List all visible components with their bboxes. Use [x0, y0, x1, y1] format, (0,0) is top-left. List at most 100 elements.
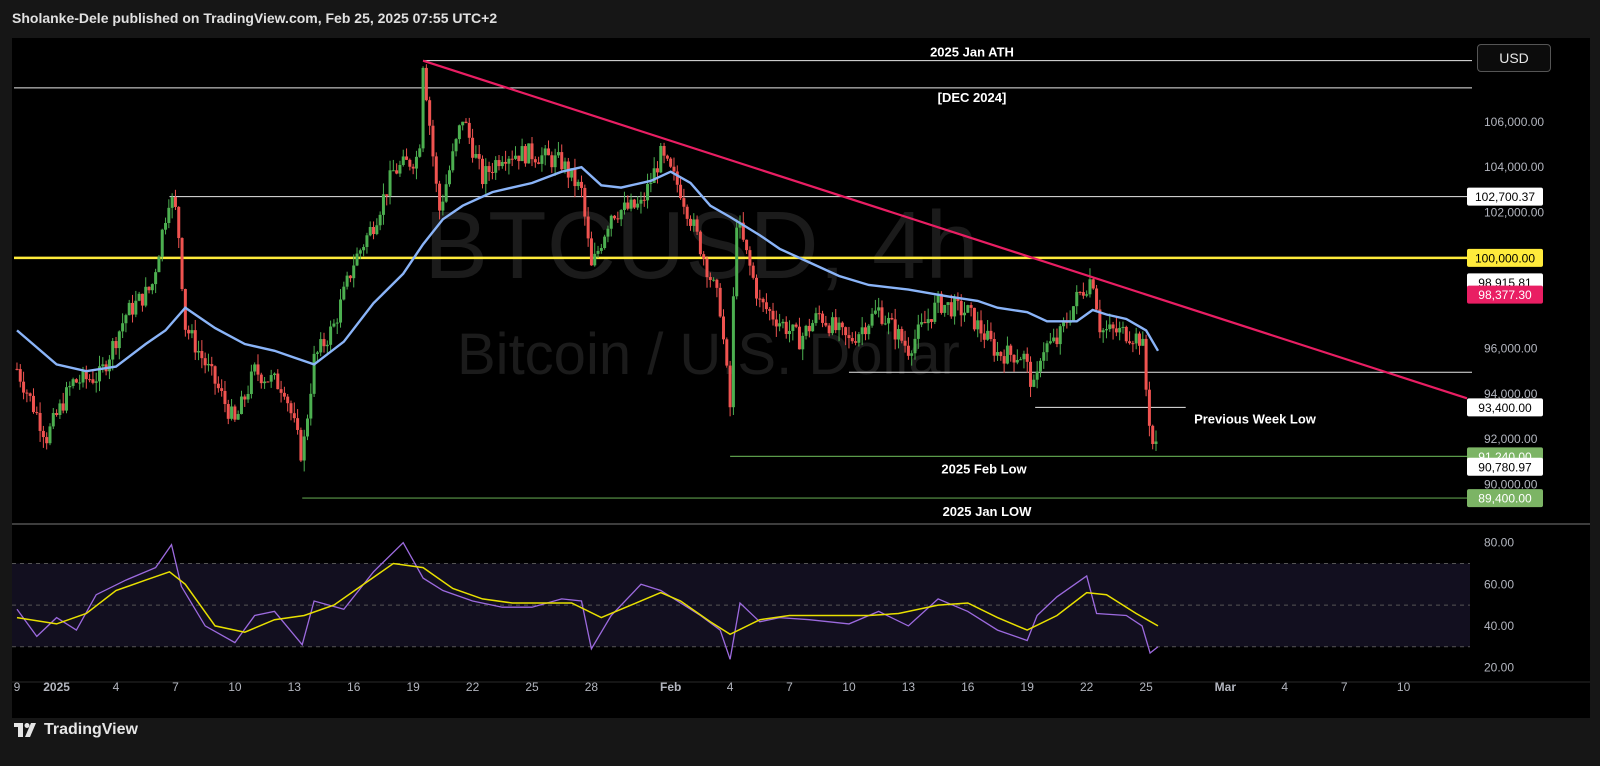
- rsi-line: [16, 541, 1159, 660]
- candle-body: [705, 258, 709, 278]
- candle-body: [682, 198, 686, 207]
- candle-body: [190, 330, 194, 334]
- candle-body: [296, 418, 300, 430]
- candle-body: [731, 296, 735, 408]
- candle-body: [616, 218, 620, 220]
- candle-body: [817, 313, 821, 315]
- price-tag-label: 102,700.37: [1475, 190, 1535, 204]
- candle-body: [860, 327, 864, 335]
- candle-body: [966, 305, 970, 313]
- candle-body: [150, 284, 154, 291]
- candle-body: [972, 307, 976, 330]
- candle-body: [282, 392, 286, 397]
- candle-body: [84, 370, 88, 380]
- candle-body: [556, 152, 560, 156]
- candle-body: [134, 300, 138, 315]
- candle-body: [721, 316, 725, 340]
- candle-body: [408, 159, 412, 167]
- candle-body: [494, 160, 498, 173]
- candle-body: [675, 171, 679, 185]
- candle-body: [500, 161, 504, 167]
- candle-body: [811, 323, 815, 332]
- candle-body: [68, 385, 72, 388]
- candle-body: [358, 250, 362, 254]
- candle-body: [520, 146, 524, 162]
- currency-button[interactable]: USD: [1477, 44, 1551, 72]
- candle-body: [474, 154, 478, 158]
- candle-body: [916, 324, 920, 339]
- candle-body: [55, 413, 59, 415]
- time-axis-tick: 25: [1139, 680, 1153, 694]
- time-axis-tick: 13: [902, 680, 916, 694]
- candle-body: [771, 310, 775, 320]
- candle-body: [903, 340, 907, 346]
- moving-average-line: [16, 165, 1160, 373]
- candle-body: [976, 320, 980, 330]
- candle-body: [441, 201, 445, 211]
- candle-body: [923, 322, 927, 324]
- candle-body: [362, 247, 366, 251]
- candle-body: [844, 327, 848, 336]
- candle-body: [223, 390, 227, 405]
- candle-body: [497, 160, 501, 167]
- candle-body: [490, 171, 494, 173]
- candle-body: [543, 148, 547, 156]
- candle-body: [593, 253, 597, 266]
- candle-body: [1075, 291, 1079, 307]
- candle-body: [428, 100, 432, 126]
- rsi-signal-line: [16, 562, 1159, 636]
- candle-body: [589, 238, 593, 266]
- candle-body: [956, 298, 960, 301]
- candle-body: [414, 156, 418, 169]
- candle-body: [81, 370, 85, 383]
- level-label: [DEC 2024]: [938, 90, 1007, 105]
- candle-body: [570, 168, 574, 178]
- price-axis-tick: 104,000.00: [1484, 160, 1544, 174]
- candle-body: [804, 325, 808, 336]
- price-tag: [1467, 398, 1543, 417]
- candle-body: [586, 216, 590, 239]
- candle-body: [622, 202, 626, 211]
- time-axis-tick: 22: [1080, 680, 1094, 694]
- time-axis-tick: Mar: [1215, 680, 1237, 694]
- candle-body: [246, 393, 250, 400]
- candle-body: [929, 319, 933, 322]
- candle-body: [78, 382, 82, 384]
- candle-body: [688, 218, 692, 226]
- time-axis-tick: 10: [228, 680, 242, 694]
- candle-body: [368, 226, 372, 236]
- candle-body: [121, 323, 125, 332]
- candle-body: [98, 366, 102, 382]
- candle-body: [1055, 337, 1059, 345]
- candle-body: [88, 379, 92, 381]
- candle-body: [147, 286, 151, 291]
- candle-body: [421, 67, 425, 149]
- candle-body: [170, 197, 174, 208]
- chart-canvas[interactable]: BTCUSD, 4h Bitcoin / U.S. Dollar 2025 Ja…: [12, 38, 1590, 718]
- time-axis-tick: 10: [1397, 680, 1411, 694]
- candle-body: [160, 229, 164, 257]
- candle-body: [339, 299, 343, 323]
- candle-body: [781, 321, 785, 324]
- candle-body: [249, 371, 253, 394]
- candle-body: [1085, 294, 1089, 296]
- candle-body: [41, 430, 45, 438]
- candle-body: [560, 152, 564, 170]
- price-tag: [1467, 489, 1543, 508]
- candle-body: [583, 187, 587, 217]
- candle-body: [517, 155, 521, 162]
- candle-body: [355, 253, 359, 266]
- candle-body: [1151, 425, 1155, 444]
- candle-body: [1058, 326, 1062, 345]
- candle-body: [233, 406, 237, 420]
- candle-body: [58, 403, 62, 415]
- candle-body: [857, 334, 861, 343]
- chart-area[interactable]: BTCUSD, 4h Bitcoin / U.S. Dollar 2025 Ja…: [12, 38, 1590, 718]
- candle-body: [299, 429, 303, 461]
- candle-body: [890, 317, 894, 320]
- candle-body: [900, 329, 904, 341]
- candle-body: [824, 322, 828, 326]
- candle-body: [243, 396, 247, 400]
- candle-body: [1144, 338, 1148, 390]
- candle-body: [216, 383, 220, 389]
